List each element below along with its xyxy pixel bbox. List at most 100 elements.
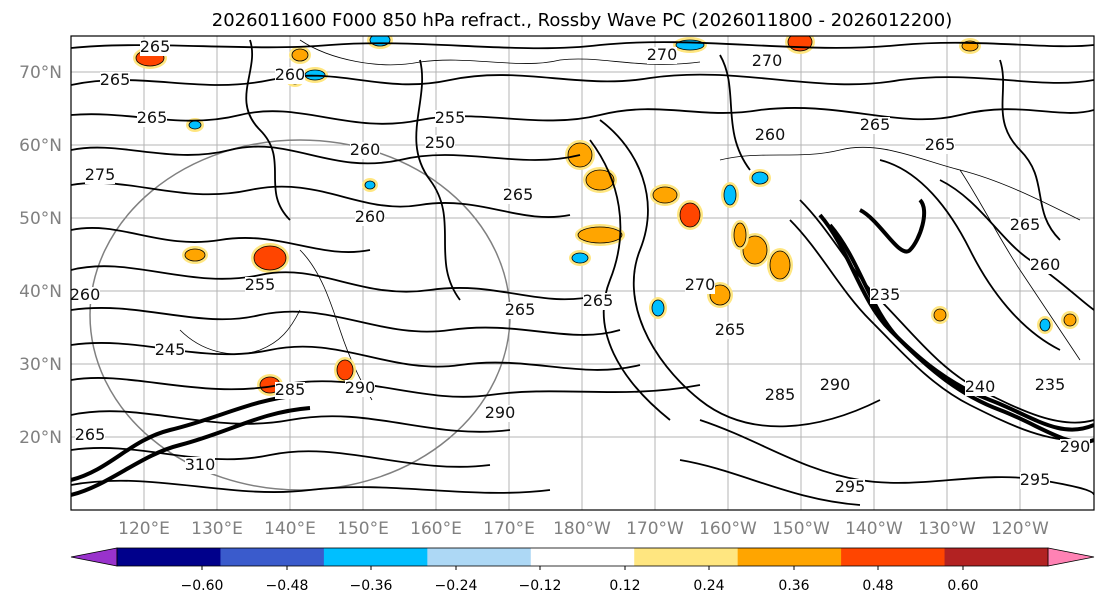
longitude-label: 120°W [991,519,1049,539]
contour-line [71,479,551,494]
contour-label-bg [485,405,515,422]
longitude-label: 160°W [699,519,757,539]
map-area: 265 270 270 265 260 265 255 260 250 275 265 260 265 2… [70,36,1094,510]
latitude-label: 50°N [19,209,62,229]
contour-label-bg [100,72,130,89]
contour-line [939,179,1094,311]
contour-label: 265 [505,300,536,319]
contour-line [71,307,621,336]
contour-label: 265 [715,320,746,339]
contour-label: 290 [820,375,851,394]
contour-label: 285 [765,385,796,404]
map-title: 2026011600 F000 850 hPa refract., Rossby… [212,10,953,31]
anomaly-patch [723,184,737,206]
contour-label-bg [137,110,167,127]
colorbar-segment [841,548,946,566]
anomaly-patch [184,248,206,262]
contour-label-bg [140,39,170,56]
contour-label-bg [505,302,535,319]
contour-line-dense [71,393,301,482]
contour-label: 285 [275,380,306,399]
longitude-label: 150°W [772,519,830,539]
contour-label-bg [755,127,785,144]
anomaly-patch [733,222,747,248]
contour-label-bg [925,137,955,154]
contour-line-dense [858,198,927,254]
colorbar-tick-label: 0.48 [862,578,893,594]
contour-label: 235 [870,285,901,304]
colorbar-tick-label: −0.60 [181,578,224,594]
contour-line-dense [71,406,311,497]
contour-label: 265 [75,425,106,444]
contour-label: 255 [435,108,466,127]
map-frame [70,35,1095,511]
contour-label-bg [503,187,533,204]
contour-label-bg [752,53,782,70]
longitude-label: 130°W [918,519,976,539]
colorbar-tick-label: −0.12 [519,578,562,594]
colorbar-tick-label: −0.48 [266,578,309,594]
contour-label-bg [245,277,275,294]
longitude-label: 170°E [483,519,535,539]
contour-label-bg [1010,217,1040,234]
contour-label-bg [275,382,305,399]
contour-label-bg [1030,257,1060,274]
contour-label: 260 [350,140,381,159]
contour-label-bg [647,47,677,64]
contour-line [589,139,671,421]
contour-line [679,459,861,506]
anomaly-patch [188,120,202,130]
contour-label: 275 [85,165,116,184]
contour-line [879,159,1061,351]
contour-label: 260 [70,285,101,304]
contour-line [71,41,1094,50]
contour-line [245,39,291,221]
anomaly-patch [571,252,589,264]
anomaly-patch [577,226,623,244]
longitude-label: 160°E [410,519,462,539]
anomaly-patch [291,48,309,62]
contour-line [71,447,491,468]
contour-label: 265 [140,37,171,56]
colorbar-segment [634,548,739,566]
colorbar-segment [117,548,221,566]
contour-label: 265 [583,291,614,310]
contour-label-bg [583,293,613,310]
contour-label-bg [965,379,995,396]
longitude-label: 140°W [845,519,903,539]
contour-line [71,410,511,433]
colorbar-segment [323,548,428,566]
latitude-label: 60°N [19,136,62,156]
contour-line [719,54,751,171]
anomaly-patch [1063,313,1077,327]
anomaly-patch [652,186,678,204]
contour-label: 295 [1020,470,1051,489]
contour-label-bg [715,322,745,339]
coastlines [179,39,1081,401]
longitude-label: 120°E [118,519,170,539]
anomaly-patch [253,245,287,271]
contour-label: 265 [100,70,131,89]
contour-label: 260 [1030,255,1061,274]
colorbar [70,547,1095,570]
contour-label: 235 [1035,375,1066,394]
contour-label: 295 [835,477,866,496]
colorbar-tick-label: −0.24 [435,578,478,594]
contour-label-bg [75,427,105,444]
contour-label: 255 [245,275,276,294]
contour-line [999,59,1061,241]
anomaly-patch [933,308,947,322]
contour-line [71,227,371,253]
contour-label: 265 [925,135,956,154]
contour-label-bg [835,479,865,496]
contour-label-bg [870,287,900,304]
contour-label-bg [1060,439,1090,456]
anomaly-patch [336,359,354,381]
contour-label: 265 [1010,215,1041,234]
contour-line [71,182,571,218]
contour-line [799,199,1094,424]
contour-label-bg [860,117,890,134]
colorbar-segment [220,548,325,566]
contour-label-bg [155,342,185,359]
